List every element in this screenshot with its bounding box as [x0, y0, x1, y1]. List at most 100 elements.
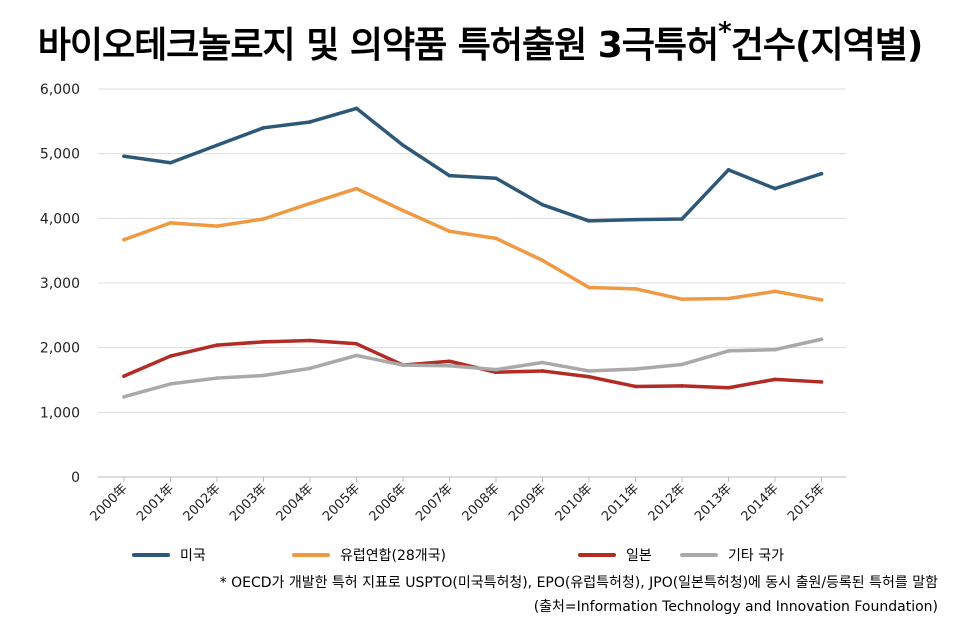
x-tick-label: 2011年: [599, 481, 642, 524]
data-point: [261, 217, 266, 221]
data-point: [261, 126, 266, 130]
y-tick-label: 5,000: [40, 147, 80, 163]
data-point: [726, 385, 731, 390]
data-point: [122, 237, 126, 242]
y-tick-label: 2,000: [40, 341, 80, 357]
legend-item-japan: 일본: [578, 545, 652, 565]
data-point: [308, 120, 312, 124]
x-tick-label: 2003年: [227, 481, 270, 524]
data-point: [215, 343, 219, 347]
y-tick-label: 6,000: [40, 82, 80, 98]
x-tick-label: 2009年: [506, 481, 549, 524]
y-tick-label: 1,000: [40, 405, 80, 421]
data-point: [168, 354, 173, 358]
data-point: [819, 337, 824, 342]
x-tick-label: 2014年: [739, 481, 782, 524]
legend-swatch: [680, 553, 718, 557]
x-tick-label: 2005年: [320, 481, 363, 524]
series-line: [122, 186, 824, 302]
data-point: [633, 217, 638, 222]
source-note: (출처=Information Technology and Innovatio…: [533, 599, 938, 615]
data-point: [168, 160, 173, 165]
legend-swatch: [578, 553, 616, 557]
data-point: [122, 374, 126, 378]
x-tick-label: 2015年: [785, 481, 828, 524]
x-tick-label: 2002年: [181, 481, 224, 524]
x-tick-label: 2008年: [460, 481, 503, 524]
x-tick-label: 2012年: [646, 481, 689, 524]
series-line: [122, 106, 824, 223]
x-tick-label: 2013年: [692, 481, 735, 524]
series-line: [122, 337, 824, 399]
grid-lines: [98, 88, 846, 478]
data-point: [215, 376, 219, 380]
legend-item-others: 기타 국가: [680, 545, 784, 565]
x-tick-label: 2001年: [134, 481, 177, 524]
data-point: [401, 208, 405, 213]
series-lines: [122, 106, 824, 399]
y-axis-ticks: 0 1,000 2,000 3,000 4,000 5,000 6,000: [40, 82, 80, 486]
data-point: [540, 258, 545, 263]
legend-item-usa: 미국: [132, 545, 206, 565]
data-point: [494, 176, 498, 181]
data-point: [168, 221, 173, 225]
data-point: [122, 154, 126, 159]
data-point: [401, 363, 405, 367]
data-point: [819, 380, 824, 384]
data-point: [587, 219, 591, 223]
legend-label: 미국: [180, 548, 206, 564]
data-point: [773, 289, 777, 294]
data-point: [308, 338, 312, 343]
y-tick-label: 0: [71, 470, 80, 486]
data-point: [122, 395, 126, 399]
y-tick-label: 4,000: [40, 211, 80, 227]
legend-label: 유럽연합(28개국): [340, 548, 447, 564]
legend-item-eu: 유럽연합(28개국): [292, 545, 446, 565]
data-point: [168, 382, 173, 386]
data-point: [540, 369, 545, 373]
data-point: [680, 384, 684, 388]
data-point: [819, 298, 824, 302]
x-tick-label: 2004年: [274, 481, 317, 524]
data-point: [447, 229, 452, 234]
data-point: [215, 224, 219, 228]
data-point: [261, 373, 266, 378]
data-point: [587, 369, 591, 373]
data-point: [354, 353, 359, 358]
legend-label: 기타 국가: [728, 548, 784, 564]
data-point: [261, 340, 266, 344]
data-point: [633, 367, 638, 371]
data-point: [819, 171, 824, 176]
line-chart: 0 1,000 2,000 3,000 4,000 5,000 6,000 2000年 200…: [40, 82, 846, 524]
data-point: [401, 143, 405, 148]
data-point: [726, 349, 731, 353]
data-point: [680, 362, 684, 367]
legend-swatch: [132, 553, 170, 557]
data-point: [773, 377, 777, 382]
data-point: [680, 217, 684, 221]
data-point: [540, 202, 545, 207]
x-tick-label: 2006年: [367, 481, 410, 524]
data-point: [494, 367, 498, 372]
y-tick-label: 3,000: [40, 276, 80, 292]
data-point: [215, 143, 219, 148]
data-point: [494, 370, 498, 375]
data-point: [354, 186, 359, 191]
chart-title: 바이오테크놀로지 및 의약품 특허출원 3극특허*건수(지역별): [37, 17, 924, 66]
data-point: [587, 285, 591, 290]
data-point: [633, 287, 638, 291]
data-point: [447, 173, 452, 178]
data-point: [308, 201, 312, 206]
footnote: * OECD가 개발한 특허 지표로 USPTO(미국특허청), EPO(유럽특…: [219, 575, 938, 591]
legend-swatch: [292, 553, 330, 557]
data-point: [308, 366, 312, 371]
legend-label: 일본: [626, 548, 652, 564]
data-point: [773, 186, 777, 191]
title-footnote-mark: *: [718, 17, 732, 47]
data-point: [540, 360, 545, 365]
data-point: [680, 297, 684, 301]
data-point: [633, 384, 638, 389]
x-axis-ticks: 2000年 2001年 2002年 2003年 2004年 2005年 2006年 2007年…: [88, 477, 828, 524]
data-point: [587, 374, 591, 379]
data-point: [447, 363, 452, 368]
